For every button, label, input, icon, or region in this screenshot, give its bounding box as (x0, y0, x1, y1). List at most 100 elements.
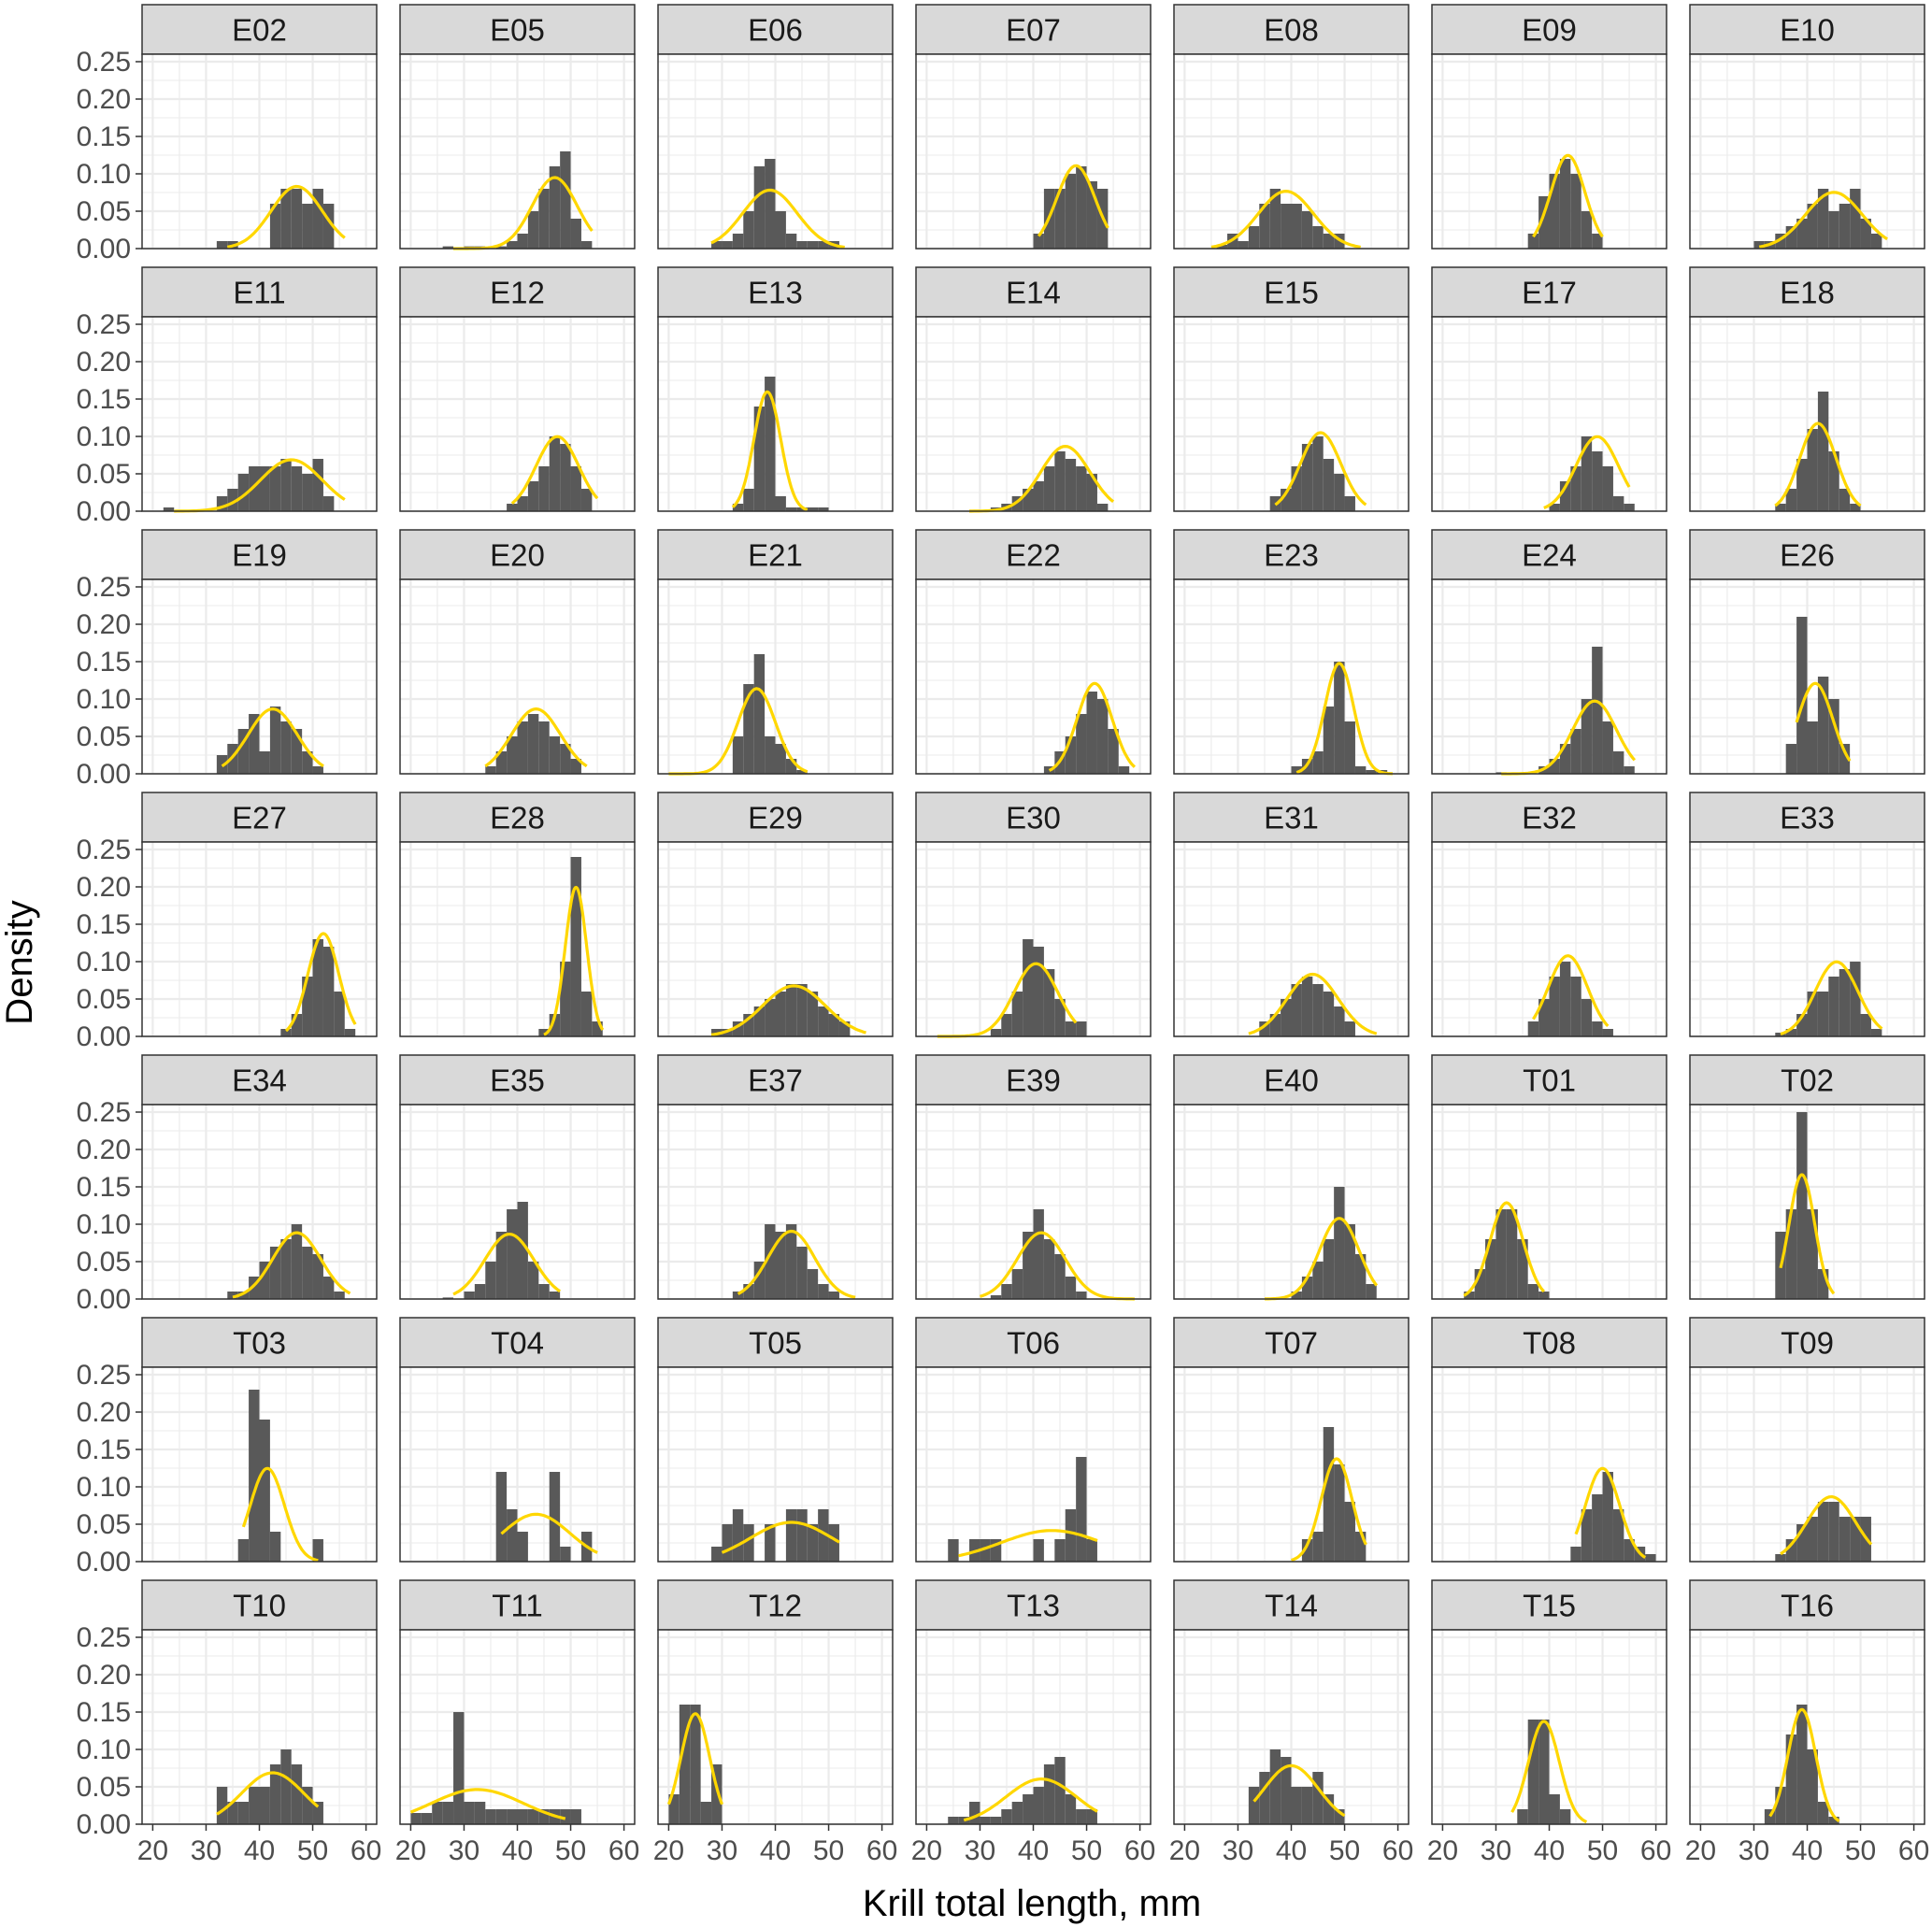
panel-border (1173, 841, 1410, 1037)
histogram-bar (1592, 234, 1603, 249)
histogram-bar (495, 1232, 508, 1299)
histogram-bar (679, 1705, 691, 1824)
histogram-bar (796, 507, 808, 511)
histogram-bar (1291, 1292, 1302, 1299)
facet-panel-e39: E39 (915, 1054, 1152, 1301)
y-tick-label: 0.10 (77, 1734, 131, 1765)
histogram-bar (269, 1247, 281, 1299)
panel-border (657, 841, 894, 1037)
density-curve (409, 1788, 566, 1820)
histogram-bar (796, 1247, 808, 1299)
histogram-bar (807, 1524, 819, 1562)
density-curve (1291, 1457, 1367, 1563)
facet-label: E22 (1006, 538, 1061, 573)
histogram-bar (753, 654, 766, 774)
facet-panel-t01: T01 (1431, 1054, 1667, 1301)
histogram-bar (1086, 181, 1097, 249)
y-axis-title: Density (0, 900, 40, 1024)
x-tick-label: 20 (1685, 1835, 1716, 1866)
histogram-bar (990, 1539, 1002, 1562)
facet-label: E09 (1522, 13, 1577, 48)
density-curve (227, 184, 346, 249)
facet-strip (657, 1317, 894, 1368)
panel-grid (1432, 317, 1667, 513)
facet-panel-t12: T12 (657, 1579, 894, 1826)
facet-panel-t07: T07 (1173, 1317, 1410, 1563)
facet-panel-e14: E14 (915, 266, 1152, 513)
histogram-bar (280, 721, 292, 774)
histogram-bar (570, 466, 581, 511)
histogram-bar (1259, 1021, 1270, 1036)
facet-strip (915, 266, 1152, 318)
histogram-bar (237, 729, 250, 774)
histogram-bar (1796, 1524, 1808, 1562)
facet-strip (141, 4, 378, 55)
histogram-bar (1860, 1014, 1871, 1036)
histogram-bar (1870, 1029, 1882, 1036)
histogram-bar (743, 1014, 754, 1036)
panel-border (1173, 1104, 1410, 1300)
histogram-bar (1581, 211, 1593, 249)
facet-label: E35 (490, 1063, 545, 1098)
histogram-bar (1796, 1112, 1808, 1299)
facet-strip (657, 792, 894, 843)
histogram-bar (690, 1705, 701, 1824)
histogram-bar (1096, 699, 1109, 774)
y-axis-ticks: 0.00 0.05 0.10 0.15 0.20 0.25 0.00 0.05 0.10 0.15… (77, 47, 142, 1840)
histogram-bar (1323, 234, 1335, 249)
histogram-bar (1602, 1029, 1613, 1036)
panel-grid (658, 1630, 893, 1826)
histogram-bar (269, 1764, 281, 1824)
density-curve (284, 932, 357, 1033)
facet-panel-t02: T02 (1689, 1054, 1925, 1301)
histogram-bar (1096, 504, 1109, 511)
y-tick-label: 0.05 (77, 984, 131, 1015)
histogram-bar (1334, 1006, 1345, 1036)
x-tick-label: 50 (297, 1835, 328, 1866)
histogram-bar (1281, 204, 1292, 249)
histogram-bar (1076, 1809, 1087, 1824)
histogram-bar (1291, 466, 1302, 511)
histogram-bar (312, 766, 323, 774)
facet-label: E13 (748, 276, 803, 310)
histogram-bar (1269, 189, 1281, 249)
y-tick-label: 0.10 (77, 1472, 131, 1503)
histogram-bar (1281, 999, 1292, 1036)
histogram-bar (1828, 211, 1839, 249)
y-tick-label: 0.20 (77, 84, 131, 115)
panel-border (1173, 316, 1410, 512)
x-tick-label: 30 (707, 1835, 737, 1866)
histogram-bar (1334, 474, 1345, 511)
histogram-bar (1354, 1254, 1367, 1299)
histogram-bar (1828, 699, 1839, 774)
facet-label: E18 (1780, 276, 1835, 310)
facet-panel-e26: E26 (1689, 529, 1925, 776)
histogram-bar (1817, 1269, 1829, 1299)
x-tick-label: 60 (1382, 1835, 1413, 1866)
y-tick-label: 0.20 (77, 1397, 131, 1428)
histogram-bar (216, 241, 228, 249)
facet-panel-t05: T05 (657, 1317, 894, 1563)
panel-border (1173, 53, 1410, 250)
facet-label: E40 (1264, 1063, 1319, 1098)
density-curve (1795, 681, 1852, 762)
histogram-bar (1301, 1787, 1313, 1824)
histogram-bar (1344, 1021, 1355, 1036)
density-curve (710, 188, 845, 250)
panel-border (915, 578, 1152, 775)
histogram-bar (269, 204, 281, 249)
density-curve (543, 885, 605, 1036)
density-curve (1037, 164, 1109, 237)
histogram-bar (732, 736, 744, 774)
facet-panel-t11: T11 (399, 1579, 636, 1826)
histogram-bar (1602, 466, 1613, 511)
histogram-bar (1023, 1232, 1034, 1299)
density-curve (963, 1777, 1098, 1822)
y-tick-label: 0.20 (77, 347, 131, 378)
x-tick-label: 40 (244, 1835, 275, 1866)
density-curve (241, 1466, 319, 1563)
y-tick-label: 0.20 (77, 609, 131, 640)
histogram-bar (249, 1787, 260, 1824)
density-curve (1510, 1720, 1588, 1824)
histogram-bar (1828, 977, 1839, 1036)
